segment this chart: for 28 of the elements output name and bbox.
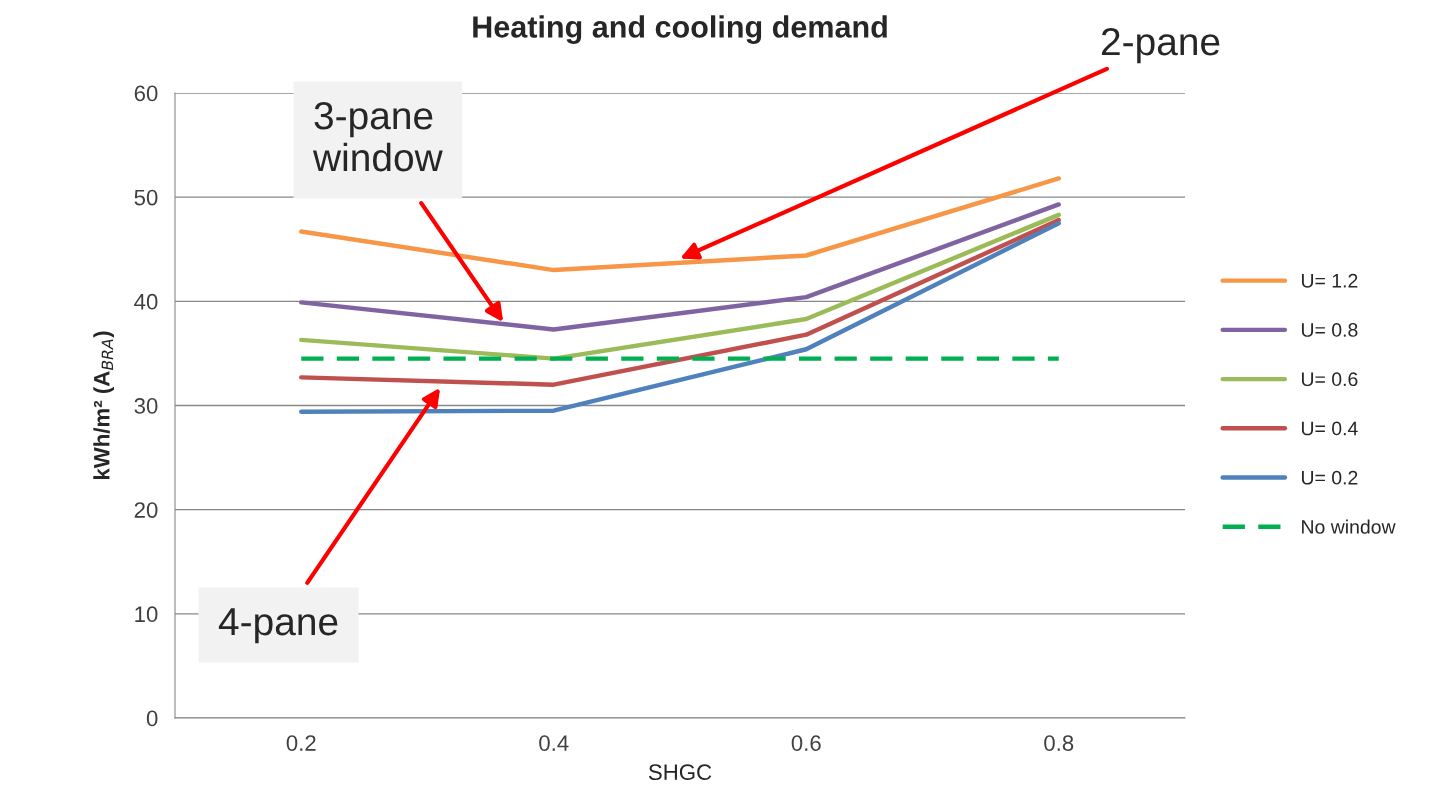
annotation: 4-pane <box>218 608 338 644</box>
x-tick-label: 0.2 <box>286 735 316 751</box>
x-tick-label: 0.8 <box>1044 735 1074 751</box>
chart-title: Heating and cooling demand <box>473 15 887 44</box>
x-tick-label: 0.6 <box>791 735 821 751</box>
line-series <box>299 220 1061 414</box>
x-axis-title: SHGC <box>648 764 712 781</box>
line-series <box>299 176 1061 273</box>
y-axis-title: kWh/m² (A$_{BRA}$) <box>93 331 114 480</box>
annotation: 2-pane <box>1101 27 1220 64</box>
y-tick-label: 20 <box>134 502 158 518</box>
legend-label: U= 1.2 <box>1301 273 1358 288</box>
annotation: 3-pane window <box>312 101 443 172</box>
y-tick-label: 0 <box>146 710 158 727</box>
y-tick-label: 40 <box>134 293 158 310</box>
legend-label: U= 0.4 <box>1301 421 1358 436</box>
y-tick-label: 60 <box>134 85 158 102</box>
y-tick-label: 50 <box>134 189 158 206</box>
line-series <box>299 217 1061 387</box>
y-tick-label: 10 <box>135 606 158 623</box>
line-series <box>299 212 1061 361</box>
legend-label: U= 0.2 <box>1301 470 1358 485</box>
legend-label: U= 0.8 <box>1301 323 1358 337</box>
y-tick-label: 30 <box>134 398 158 414</box>
x-tick-label: 0.4 <box>539 735 569 751</box>
legend-label: U= 0.6 <box>1301 372 1358 387</box>
legend-label: No window <box>1302 519 1396 534</box>
line-series <box>299 202 1061 332</box>
